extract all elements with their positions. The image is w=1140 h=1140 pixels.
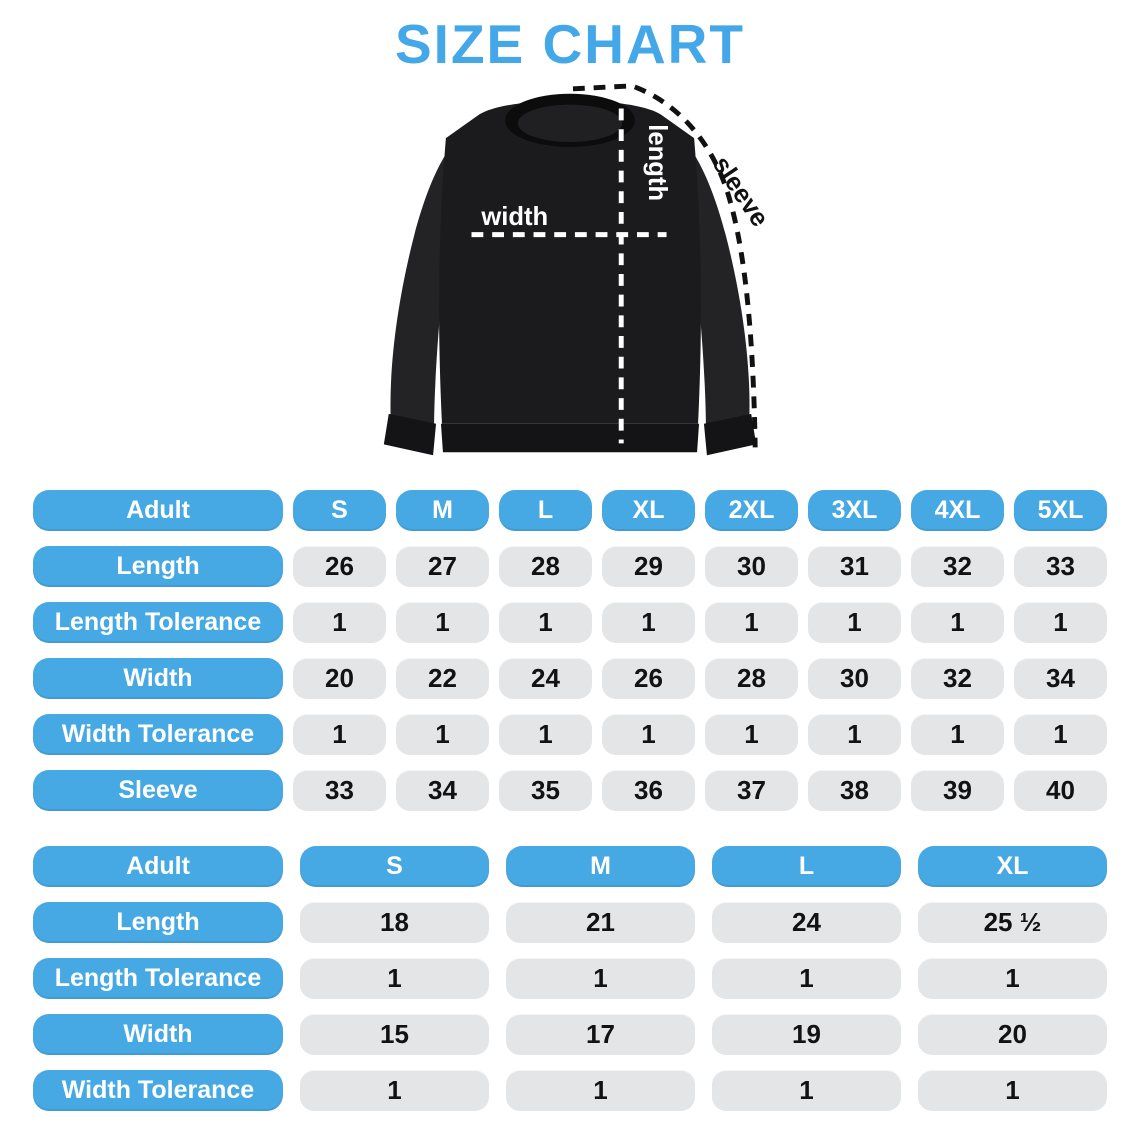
value-cell: 1 [293,713,386,755]
value-cell: 1 [911,713,1004,755]
value-cell: 24 [712,901,901,943]
size-header-cell: M [506,845,695,887]
right-cuff [703,413,757,455]
value-cell: 18 [300,901,489,943]
row-label-cell: Length Tolerance [33,957,283,999]
value-cell: 1 [705,713,798,755]
value-cell: 32 [911,657,1004,699]
page-title: SIZE CHART [395,13,745,75]
value-cell: 26 [293,545,386,587]
size-header-cell: 2XL [705,489,798,531]
row-label-cell: Width [33,657,283,699]
shirt-body [439,99,701,424]
value-cell: 36 [602,769,695,811]
value-cell: 26 [602,657,695,699]
value-cell: 27 [396,545,489,587]
size-table-2: Adult S M L XL Length 18 21 24 25 ½ Length Toleran… [33,845,1107,1111]
value-cell: 1 [300,957,489,999]
size-header-cell: 3XL [808,489,901,531]
value-cell: 1 [602,601,695,643]
value-cell: 1 [499,601,592,643]
value-cell: 38 [808,769,901,811]
sweatshirt-diagram: width length sleeve [33,77,1107,473]
value-cell: 1 [293,601,386,643]
size-header-cell: 5XL [1014,489,1107,531]
value-cell: 1 [396,713,489,755]
value-cell: 32 [911,545,1004,587]
row-label-cell: Length [33,901,283,943]
value-cell: 1 [300,1069,489,1111]
value-cell: 33 [1014,545,1107,587]
value-cell: 37 [705,769,798,811]
row-label-cell: Length Tolerance [33,601,283,643]
left-cuff [383,413,437,455]
collar-opening [517,104,623,142]
size-header-cell: XL [602,489,695,531]
value-cell: 25 ½ [918,901,1107,943]
value-cell: 1 [1014,713,1107,755]
left-sleeve [390,121,480,430]
size-chart-page: SIZE CHART width length [0,14,1140,1140]
value-cell: 34 [396,769,489,811]
value-cell: 29 [602,545,695,587]
value-cell: 1 [506,957,695,999]
value-cell: 40 [1014,769,1107,811]
value-cell: 34 [1014,657,1107,699]
value-cell: 30 [808,657,901,699]
row-label-cell: Sleeve [33,769,283,811]
length-label: length [643,124,671,201]
value-cell: 1 [712,957,901,999]
value-cell: 28 [705,657,798,699]
size-header-cell: S [300,845,489,887]
value-cell: 33 [293,769,386,811]
sleeve-measure-line [572,82,758,447]
value-cell: 28 [499,545,592,587]
sweatshirt-graphic: width length sleeve [383,82,774,455]
row-label-cell: Width Tolerance [33,1069,283,1111]
value-cell: 20 [918,1013,1107,1055]
table-header-label: Adult [33,845,283,887]
value-cell: 1 [918,1069,1107,1111]
value-cell: 1 [499,713,592,755]
right-sleeve [660,121,750,430]
value-cell: 21 [506,901,695,943]
value-cell: 19 [712,1013,901,1055]
value-cell: 1 [705,601,798,643]
value-cell: 1 [808,713,901,755]
value-cell: 1 [918,957,1107,999]
size-header-cell: XL [918,845,1107,887]
value-cell: 22 [396,657,489,699]
size-header-cell: M [396,489,489,531]
value-cell: 31 [808,545,901,587]
size-header-cell: L [712,845,901,887]
row-label-cell: Width [33,1013,283,1055]
value-cell: 1 [911,601,1004,643]
value-cell: 30 [705,545,798,587]
size-tables: Adult S M L XL 2XL 3XL 4XL 5XL Length 26 27 28 29 30 31… [33,489,1107,1111]
table-header-label: Adult [33,489,283,531]
waistband [440,423,700,452]
width-label: width [480,202,548,230]
row-label-cell: Width Tolerance [33,713,283,755]
value-cell: 1 [506,1069,695,1111]
size-table-1: Adult S M L XL 2XL 3XL 4XL 5XL Length 26 27 28 29 30 31… [33,489,1107,811]
value-cell: 1 [602,713,695,755]
value-cell: 15 [300,1013,489,1055]
size-header-cell: 4XL [911,489,1004,531]
value-cell: 39 [911,769,1004,811]
value-cell: 1 [1014,601,1107,643]
value-cell: 17 [506,1013,695,1055]
value-cell: 24 [499,657,592,699]
value-cell: 20 [293,657,386,699]
size-header-cell: L [499,489,592,531]
value-cell: 35 [499,769,592,811]
value-cell: 1 [396,601,489,643]
row-label-cell: Length [33,545,283,587]
size-header-cell: S [293,489,386,531]
value-cell: 1 [808,601,901,643]
value-cell: 1 [712,1069,901,1111]
